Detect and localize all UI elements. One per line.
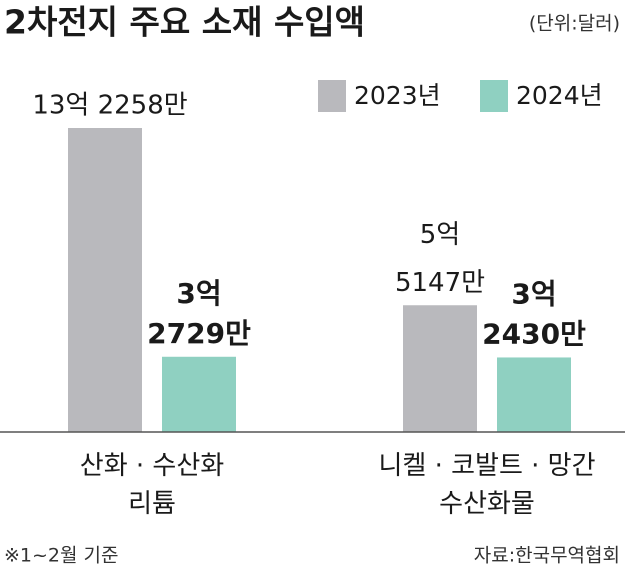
source: 자료:한국무역협회 bbox=[474, 545, 620, 567]
legend-label: 2024년 bbox=[516, 81, 603, 110]
legend-label: 2023년 bbox=[354, 81, 441, 110]
value-label: 13억 2258만 bbox=[32, 91, 187, 121]
bar bbox=[68, 128, 142, 432]
bar bbox=[162, 356, 236, 432]
unit-note: (단위:달러) bbox=[529, 13, 620, 35]
value-label: 3억 2729만 bbox=[147, 277, 251, 350]
footnote: ※1~2월 기준 bbox=[4, 545, 119, 567]
value-label: 5억 5147만 bbox=[395, 220, 485, 298]
legend-swatch bbox=[480, 80, 508, 112]
chart-title: 2차전지 주요 소재 수입액 bbox=[4, 3, 365, 42]
bar bbox=[497, 357, 571, 432]
x-tick-label: 산화 · 수산화 리튬 bbox=[80, 451, 224, 519]
legend-swatch bbox=[318, 80, 346, 112]
bar bbox=[403, 305, 477, 432]
x-tick-label: 니켈 · 코발트 · 망간 수산화물 bbox=[378, 451, 595, 519]
value-label: 3억 2430만 bbox=[482, 277, 586, 350]
